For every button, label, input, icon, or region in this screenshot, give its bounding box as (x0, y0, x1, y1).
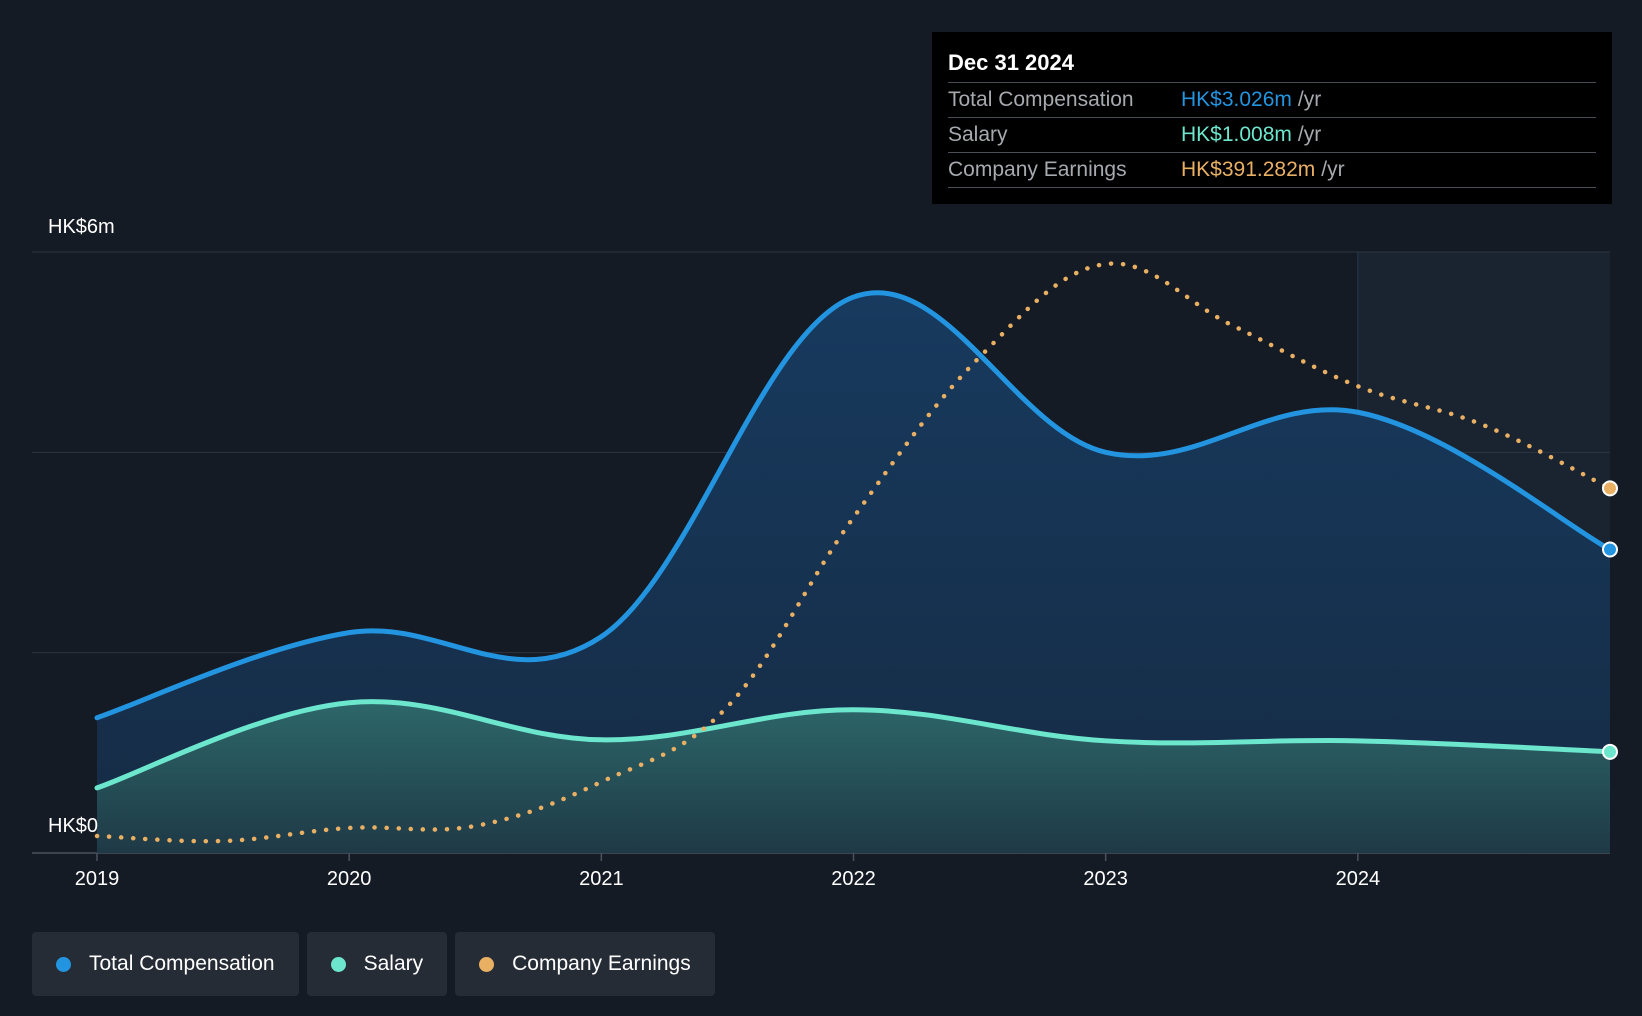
x-tick-label: 2019 (75, 868, 120, 890)
legend-item-salary[interactable]: Salary (306, 932, 448, 996)
legend-item-total-compensation[interactable]: Total Compensation (32, 932, 299, 996)
tooltip-value: HK$1.008m (1181, 123, 1292, 146)
x-tick-label: 2020 (327, 868, 372, 890)
salary-area (97, 701, 1610, 853)
company-earnings-end-point (1602, 480, 1618, 497)
tooltip-row-company-earnings: Company Earnings HK$391.282m /yr (948, 153, 1596, 188)
legend-label: Total Compensation (89, 952, 275, 975)
tooltip-unit: /yr (1297, 88, 1322, 111)
x-tick-label: 2022 (831, 868, 876, 890)
x-tick-label: 2023 (1083, 868, 1128, 890)
y-axis-top-label: HK$6m (48, 216, 115, 238)
tooltip-label: Salary (948, 123, 1008, 146)
tooltip-value: HK$391.282m (1181, 158, 1316, 181)
tooltip-label: Company Earnings (948, 158, 1127, 181)
x-tick-label: 2021 (579, 868, 624, 890)
legend-dot-icon (479, 956, 495, 972)
salary-line (94, 699, 1613, 791)
tooltip-row-salary: Salary HK$1.008m /yr (948, 118, 1596, 153)
tooltip-date: Dec 31 2024 (948, 46, 1596, 83)
legend-label: Salary (363, 952, 424, 975)
legend: Total Compensation Salary Company Earnin… (32, 932, 715, 996)
y-axis-bottom-label: HK$0 (48, 815, 99, 837)
tooltip-row-total-compensation: Total Compensation HK$3.026m /yr (948, 83, 1596, 118)
legend-dot-icon (56, 956, 71, 972)
tooltip-unit: /yr (1321, 158, 1345, 181)
tooltip-panel: Dec 31 2024 Total Compensation HK$3.026m… (932, 32, 1612, 204)
tooltip-value: HK$3.026m (1181, 88, 1292, 111)
total-compensation-end-point (1602, 541, 1618, 558)
legend-item-company-earnings[interactable]: Company Earnings (455, 932, 715, 996)
total-compensation-area (97, 292, 1610, 854)
x-tick-label: 2024 (1336, 868, 1381, 890)
tooltip-unit: /yr (1297, 123, 1322, 146)
total-compensation-line (94, 290, 1613, 721)
tooltip-label: Total Compensation (948, 88, 1134, 111)
salary-end-point (1602, 743, 1618, 760)
legend-dot-icon (330, 956, 346, 972)
legend-label: Company Earnings (512, 952, 691, 975)
